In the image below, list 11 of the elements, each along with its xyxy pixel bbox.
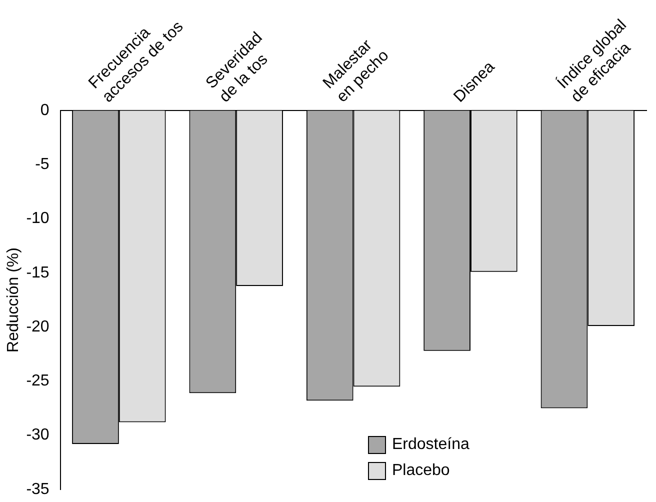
y-tick-label: -35 (26, 480, 50, 498)
y-tick-label: -20 (26, 318, 50, 336)
y-axis-title: Reducción (%) (5, 248, 22, 352)
legend-label: Placebo (392, 462, 450, 480)
legend-label: Erdosteína (392, 436, 470, 454)
y-tick-label: -30 (26, 426, 50, 444)
y-tick-label: -5 (35, 156, 50, 174)
y-tick-label: -15 (26, 264, 50, 282)
y-tick-label: 0 (40, 102, 50, 120)
y-tick-label: -25 (26, 372, 50, 390)
y-tick-label: -10 (26, 210, 50, 228)
